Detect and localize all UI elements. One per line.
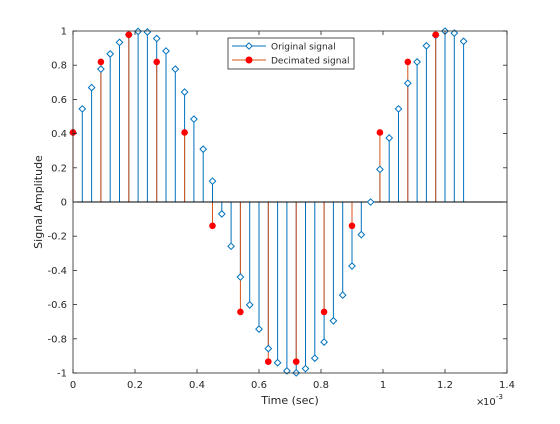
- y-tick-label: 1: [61, 27, 67, 38]
- original-signal-point: [199, 145, 208, 154]
- decimated-signal-point: [292, 358, 300, 365]
- y-tick-label: 0.2: [51, 163, 67, 174]
- decimated-signal-point: [376, 129, 384, 136]
- original-signal-point: [366, 198, 375, 206]
- original-signal-point: [227, 242, 236, 251]
- x-tick-label: 0.8: [313, 380, 329, 391]
- y-tick-label: -0.2: [47, 232, 67, 243]
- y-tick-label: -0.8: [47, 334, 67, 345]
- x-exponent-power: -3: [496, 393, 503, 401]
- original-signal-point: [282, 366, 291, 375]
- legend-marker-diamond: [245, 42, 253, 50]
- y-tick-label: 0.8: [51, 61, 67, 72]
- original-signal-point: [450, 29, 459, 38]
- y-tick-label: -1: [57, 369, 67, 380]
- original-signal-point: [106, 50, 115, 58]
- original-signal-point: [394, 104, 403, 113]
- original-signal-point: [162, 47, 170, 55]
- original-signal-point: [189, 115, 198, 124]
- decimated-signal-point: [125, 31, 133, 39]
- original-signal-point: [134, 27, 143, 36]
- original-signal-point: [459, 37, 468, 46]
- original-signal-point: [115, 38, 124, 47]
- original-signal-point: [348, 262, 356, 270]
- legend-marker-circle: [245, 56, 253, 64]
- decimated-signal-point: [404, 58, 412, 66]
- axis-ticks: 0 0.2 0.4 0.6 0.8 1 1.2 1.4 -1 -0.8 -0.6 -0.4 -0.2 0 0…: [47, 27, 514, 392]
- decimated-signal-point: [181, 129, 188, 136]
- original-signal-point: [180, 88, 189, 96]
- original-signal-point: [310, 354, 319, 363]
- original-signal-point: [375, 165, 384, 174]
- y-tick-label: 0.4: [51, 129, 67, 140]
- decimated-signal-point: [97, 58, 105, 66]
- original-signal-point: [171, 65, 180, 74]
- original-signal-point: [422, 41, 431, 50]
- original-signal-point: [78, 104, 87, 113]
- original-signal-point: [273, 358, 282, 367]
- x-exponent-base: 10: [483, 397, 496, 408]
- original-signal-point: [87, 83, 96, 92]
- y-tick-label: -0.6: [47, 300, 67, 311]
- original-signal-point: [357, 230, 366, 239]
- x-exponent-prefix: ×: [476, 397, 484, 408]
- original-signal-point: [236, 273, 245, 281]
- y-tick-label: -0.4: [47, 266, 67, 277]
- x-exponent-label: × 10 -3: [476, 393, 503, 408]
- decimated-signal-point: [153, 58, 160, 66]
- x-axis-label: Time (sec): [260, 394, 319, 407]
- original-signal-point: [255, 325, 263, 333]
- x-tick-label: 0.2: [127, 380, 143, 391]
- original-signal-point: [152, 34, 161, 43]
- original-signal-point: [329, 316, 338, 325]
- x-tick-label: 0.6: [251, 380, 267, 391]
- x-tick-label: 1.2: [437, 380, 453, 391]
- decimated-signal-point: [348, 222, 356, 230]
- original-signal-point: [385, 134, 394, 142]
- decimated-signal-point: [209, 222, 216, 230]
- y-tick-label: 0.6: [51, 95, 67, 106]
- original-signal-point: [96, 65, 105, 74]
- legend: Original signal Decimated signal: [227, 37, 355, 70]
- legend-label: Original signal: [271, 43, 336, 53]
- original-signal-point: [338, 291, 347, 300]
- x-tick-label: 0.4: [189, 380, 205, 391]
- legend-label: Decimated signal: [271, 57, 349, 67]
- decimated-signal-point: [320, 308, 328, 316]
- original-signal-point: [217, 210, 226, 218]
- original-signal-point: [264, 344, 273, 353]
- x-tick-label: 1: [380, 380, 386, 391]
- original-signal-point: [208, 177, 217, 186]
- original-signal-point: [413, 58, 422, 66]
- original-signal-point: [301, 364, 310, 373]
- original-signal-point: [245, 301, 254, 309]
- x-tick-label: 1.4: [499, 380, 515, 391]
- decimated-signal-point: [432, 31, 440, 39]
- original-signal-point: [320, 338, 329, 346]
- y-tick-label: 0: [61, 198, 67, 209]
- x-tick-label: 0: [70, 380, 76, 391]
- y-axis-label: Signal Amplitude: [32, 155, 45, 249]
- decimated-signal-point: [264, 358, 272, 365]
- decimated-signal-point: [237, 308, 244, 316]
- original-signal-point: [403, 79, 412, 88]
